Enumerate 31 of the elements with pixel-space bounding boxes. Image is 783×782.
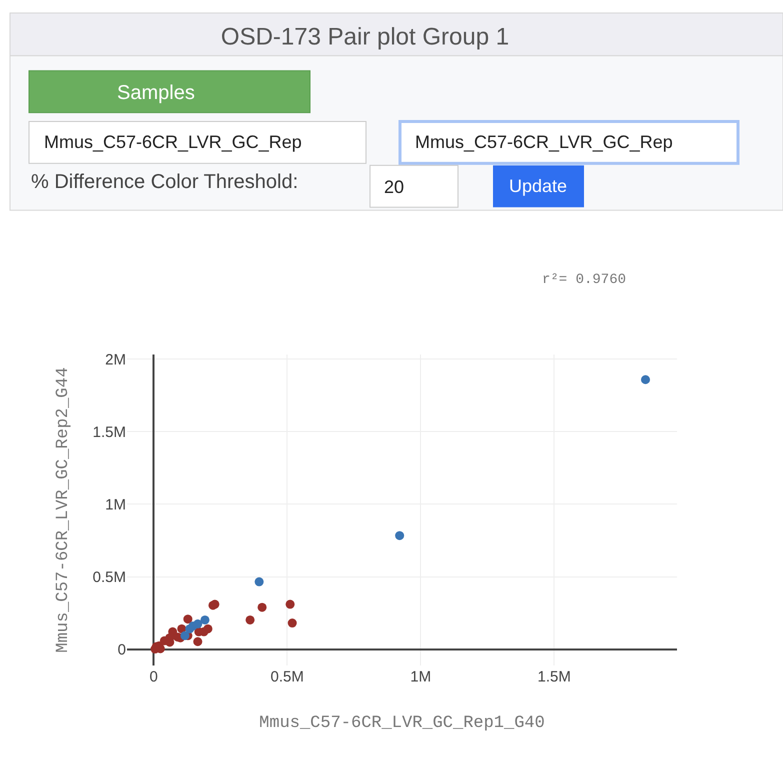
text: Mmus_C57-6CR_LVR_GC_Rep bbox=[44, 132, 302, 152]
chart-title: OSD-173 Pair plot Group 1 bbox=[220, 23, 510, 50]
point bbox=[641, 375, 650, 384]
point bbox=[180, 631, 190, 640]
y-tick-label: 1.5M bbox=[92, 424, 126, 441]
y-tick-label: 2M bbox=[105, 351, 126, 368]
text: Samples bbox=[117, 82, 195, 104]
x-tick-label: 0.5M bbox=[270, 668, 304, 686]
y-tick-label: 0.5M bbox=[92, 569, 126, 586]
point bbox=[193, 637, 202, 646]
point bbox=[254, 577, 264, 586]
text: Mmus_C57-6CR_LVR_GC_Rep bbox=[415, 132, 673, 152]
y-axis-title: Mmus_C57-6CR_LVR_GC_Rep2_G44 bbox=[54, 367, 74, 653]
point bbox=[200, 615, 210, 624]
point bbox=[286, 600, 295, 609]
x-tick-label: 1.5M bbox=[538, 668, 571, 686]
x-tick-label: 0 bbox=[150, 668, 158, 686]
point bbox=[395, 531, 404, 540]
point bbox=[183, 614, 192, 624]
y-tick-label: 1M bbox=[105, 496, 126, 514]
point bbox=[258, 602, 267, 612]
text: % Difference Color Threshold: bbox=[31, 171, 298, 193]
x-tick-label: 1M bbox=[410, 668, 432, 686]
point bbox=[288, 618, 297, 628]
text: r²= 0.9760 bbox=[542, 272, 626, 288]
x-axis-title: Mmus_C57-6CR_LVR_GC_Rep1_G40 bbox=[259, 714, 545, 733]
y-tick-label: 0 bbox=[118, 642, 126, 659]
text: Update bbox=[509, 176, 568, 196]
text: 20 bbox=[384, 177, 404, 197]
point bbox=[185, 624, 194, 634]
point bbox=[246, 615, 255, 624]
